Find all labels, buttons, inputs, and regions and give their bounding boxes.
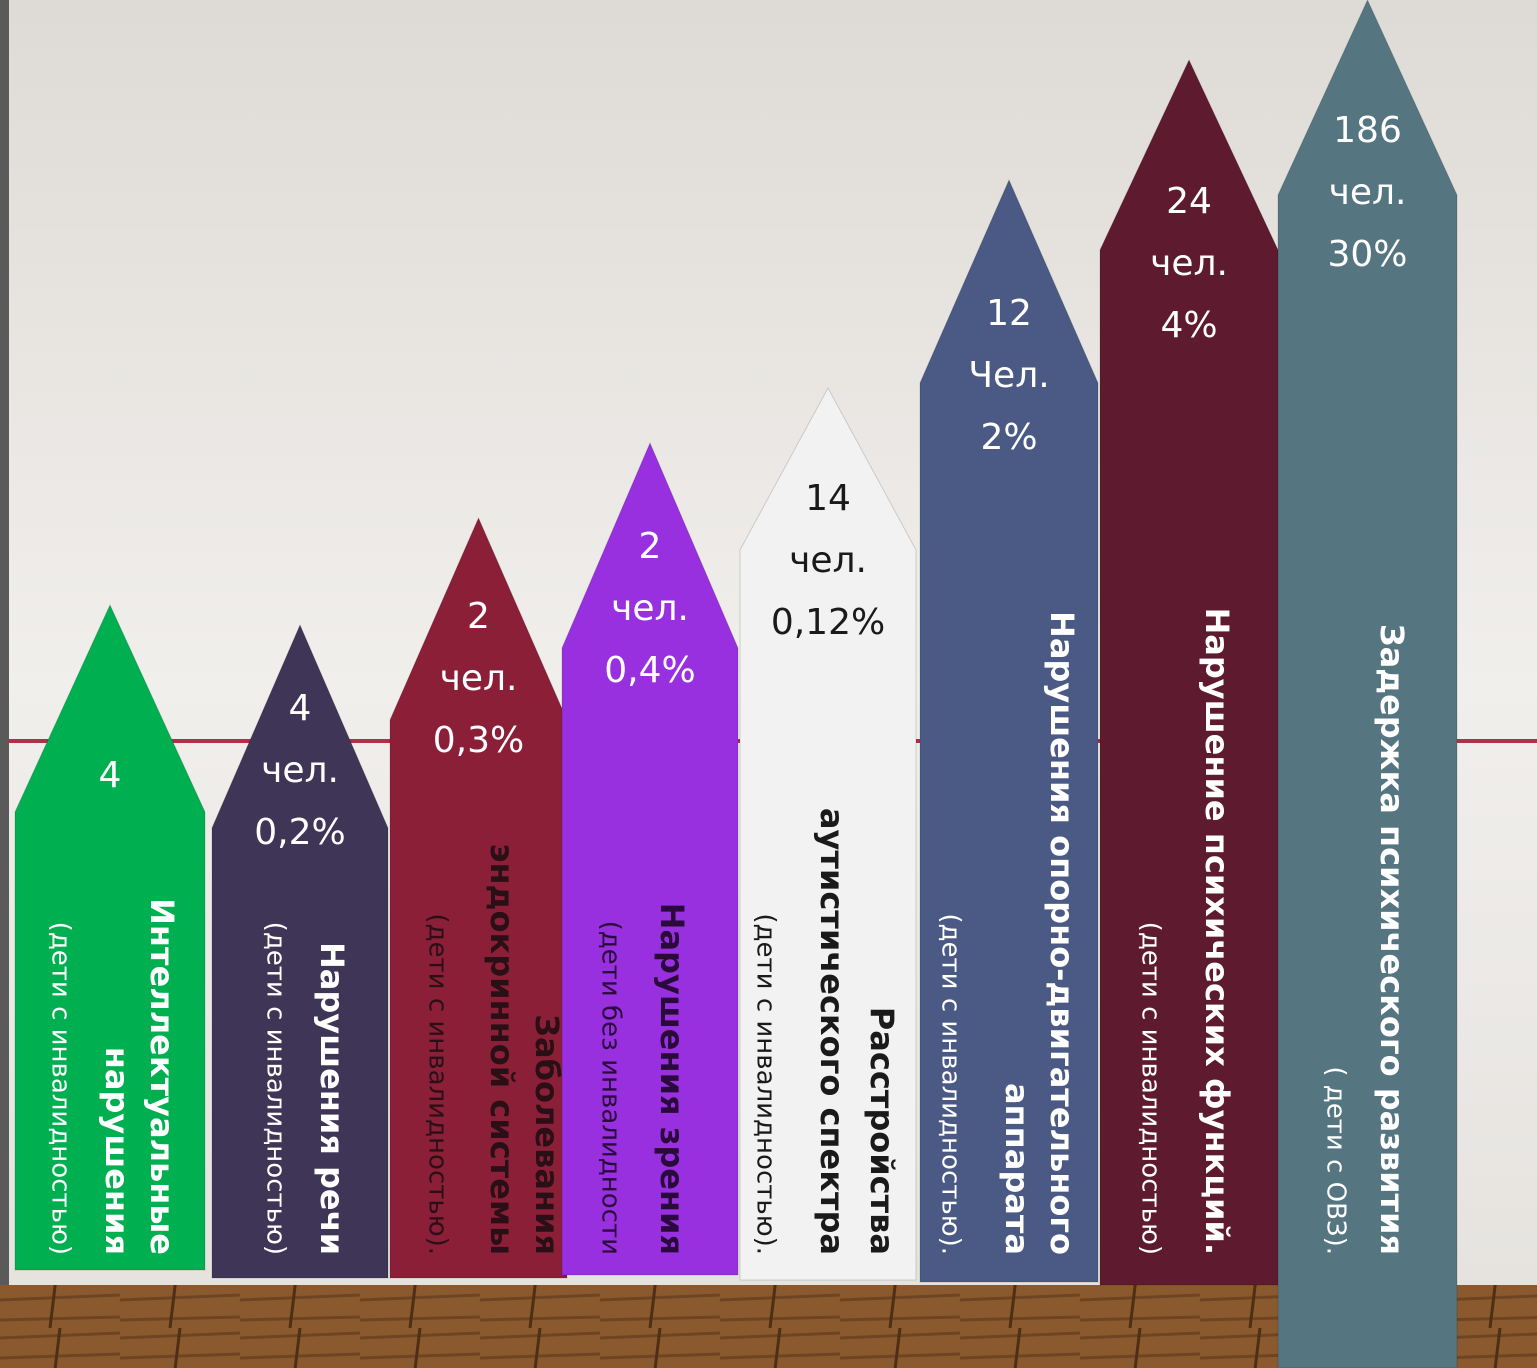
item-title: Заболевания (528, 1014, 566, 1255)
arrow-bar (389, 516, 568, 1279)
item-title: эндокринной системы (483, 844, 521, 1255)
label-percent: 0,2% (254, 812, 345, 853)
label-unit: чел. (1329, 172, 1407, 213)
item-subtitle: (дети с инвалидностью). (423, 913, 453, 1255)
item-subtitle: ( дети с ОВЗ). (1321, 1066, 1351, 1255)
label-unit: чел. (611, 588, 689, 629)
item-subtitle: (дети без инвалидности (596, 921, 626, 1255)
item-title: Нарушения опорно-двигательного (1043, 611, 1081, 1255)
item-title: Расстройства (863, 1007, 901, 1255)
label-percent: 2% (980, 417, 1037, 458)
label-count: 4 (99, 755, 122, 796)
item-subtitle: (дети с инвалидностью). (751, 913, 781, 1255)
label-count: 24 (1166, 181, 1212, 222)
label-unit: чел. (1150, 243, 1228, 284)
item-subtitle: (дети с инвалидностью) (1136, 922, 1166, 1255)
label-count: 2 (639, 526, 662, 567)
label-unit: Чел. (968, 355, 1049, 396)
label-unit: чел. (789, 540, 867, 581)
label-percent: 4% (1160, 305, 1217, 346)
item-subtitle: (дети с инвалидностью). (936, 913, 966, 1255)
arrow-bar (14, 603, 206, 1271)
label-percent: 0,12% (771, 602, 885, 643)
arrow-bar (211, 623, 389, 1279)
label-percent: 30% (1327, 234, 1407, 275)
label-count: 14 (805, 478, 851, 519)
item-title: Интеллектуальные (143, 898, 181, 1255)
item-title: Нарушения зрения (653, 903, 691, 1255)
label-count: 4 (289, 688, 312, 729)
label-count: 12 (986, 293, 1032, 334)
arrow-bar (1277, 0, 1458, 1368)
item-title: нарушения (98, 1047, 136, 1255)
item-subtitle: (дети с инвалидностью) (261, 922, 291, 1255)
item-title: Задержка психического развития (1373, 624, 1411, 1255)
label-percent: 0,3% (433, 720, 524, 761)
arrow-bar (919, 178, 1099, 1283)
label-count: 186 (1333, 110, 1402, 151)
item-subtitle: (дети с инвалидностью) (46, 922, 76, 1255)
arrow-bar (1099, 58, 1279, 1286)
label-unit: чел. (261, 750, 339, 791)
item-title: Нарушение психических функций. (1198, 608, 1236, 1255)
item-title: аутистического спектра (813, 808, 851, 1255)
arrow-bar (739, 386, 917, 1281)
item-title: аппарата (998, 1083, 1036, 1255)
label-percent: 0,4% (604, 650, 695, 691)
label-count: 2 (467, 596, 490, 637)
arrow-bar (561, 441, 739, 1276)
label-unit: чел. (440, 658, 518, 699)
left-border (0, 0, 9, 1285)
item-title: Нарушения речи (313, 942, 351, 1255)
